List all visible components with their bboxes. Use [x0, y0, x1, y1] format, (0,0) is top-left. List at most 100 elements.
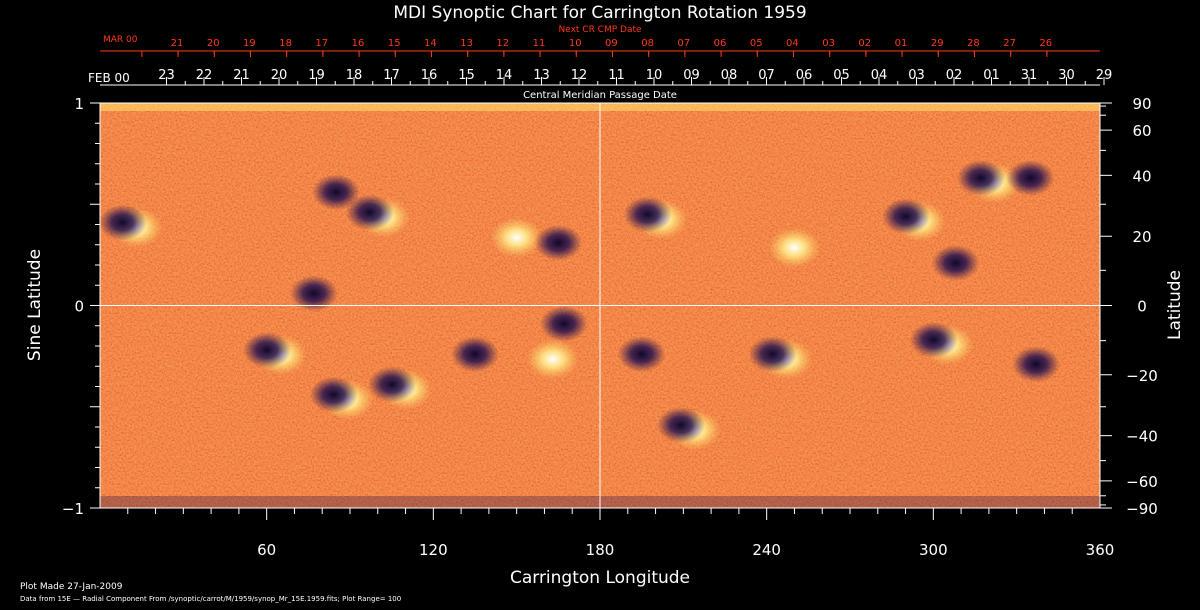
top-axis-2-title: Central Meridian Passage Date — [523, 90, 677, 101]
magnetic-feature — [309, 376, 374, 420]
y-axis-left-label: Sine Latitude — [25, 249, 45, 361]
y-right-tick-label: −40 — [1126, 428, 1158, 446]
magnetic-feature — [312, 174, 361, 211]
top-axis-1-tick-label: 09 — [605, 38, 618, 49]
top-axis-1-tick-label: 11 — [533, 38, 546, 49]
top-axis-2-tick-label: 05 — [833, 68, 850, 83]
y-right-tick-label: 40 — [1132, 167, 1151, 185]
negative-region — [100, 204, 147, 241]
top-axis-2-tick-label: 09 — [683, 68, 700, 83]
negative-region — [539, 305, 588, 342]
top-axis-2-tick-label: 22 — [196, 68, 213, 83]
top-axis-1-tick-label: 20 — [207, 38, 220, 49]
top-axis-2-tick-label: 19 — [308, 68, 325, 83]
top-axis-1-month: MAR 00 — [103, 35, 138, 45]
magnetic-feature — [539, 305, 588, 342]
y-left-tick-label: 1 — [74, 95, 84, 113]
top-axis-1-tick-label: 14 — [424, 38, 437, 49]
footer-plot-made: Plot Made 27-Jan-2009 — [20, 582, 123, 592]
negative-region — [1012, 346, 1061, 383]
negative-region — [956, 159, 1005, 196]
top-axis-1-tick-label: 16 — [352, 38, 365, 49]
magnetic-feature — [243, 332, 307, 376]
y-axis-right-label: Latitude — [1165, 270, 1185, 340]
top-axis-1-tick-label: 08 — [641, 38, 654, 49]
top-axis-2-tick-label: 14 — [496, 68, 513, 83]
negative-region — [534, 224, 583, 261]
magnetic-feature — [1012, 346, 1061, 383]
magnetic-feature — [534, 224, 583, 261]
negative-region — [748, 336, 797, 373]
top-axis-2-tick-label: 02 — [946, 68, 963, 83]
top-axis-2-tick-label: 08 — [721, 68, 738, 83]
top-axis-2-tick-label: 31 — [1021, 68, 1038, 83]
top-axis-1-tick-label: 03 — [822, 38, 835, 49]
negative-region — [931, 245, 980, 281]
y-left-tick-label: −1 — [62, 500, 84, 518]
negative-region — [881, 198, 930, 235]
top-axis-1-tick-label: 10 — [569, 38, 582, 49]
top-axis-2-tick-label: 03 — [908, 68, 925, 83]
x-axis: 60 120 180 240 300 360 — [127, 508, 1115, 559]
top-axis-1-tick-label: 04 — [786, 38, 799, 49]
x-tick-label: 360 — [1086, 541, 1115, 559]
magnetic-feature — [909, 321, 974, 365]
x-tick-label: 240 — [752, 541, 781, 559]
top-axis-2-tick-label: 23 — [158, 68, 175, 83]
positive-region — [490, 217, 543, 258]
top-axis-1-tick-label: 29 — [931, 38, 944, 49]
y-right-tick-label: −90 — [1126, 500, 1158, 518]
top-axis-2-tick-label: 17 — [383, 68, 400, 83]
top-axis-2-tick-label: 18 — [346, 68, 363, 83]
magnetic-features — [100, 159, 1061, 450]
y-right-tick-label: 20 — [1132, 228, 1151, 246]
top-axis-next-cmp: Next CR CMP Date MAR 00 21 20 19 18 17 16 15 14 13… — [100, 25, 1100, 57]
x-tick-label: 60 — [257, 541, 276, 559]
top-axis-1-tick-label: 06 — [714, 38, 727, 49]
y-right-tick-label: −60 — [1126, 473, 1158, 491]
negative-region — [312, 174, 361, 211]
top-axis-1-tick-label: 01 — [895, 38, 908, 49]
magnetic-feature — [368, 366, 432, 410]
positive-region — [768, 227, 821, 268]
top-axis-2-tick-label: 04 — [871, 68, 888, 83]
top-axis-2-tick-label: 11 — [608, 68, 625, 83]
top-axis-2-tick-label: 12 — [571, 68, 588, 83]
negative-region — [909, 321, 958, 358]
magnetic-feature — [623, 196, 688, 240]
chart-title: MDI Synoptic Chart for Carrington Rotati… — [393, 3, 806, 23]
top-axis-1-tick-label: 26 — [1039, 38, 1052, 49]
magnetic-feature — [289, 275, 338, 312]
top-axis-2-tick-label: 13 — [533, 68, 550, 83]
negative-region — [243, 332, 291, 369]
magnetic-feature — [345, 194, 410, 238]
magnetic-feature — [768, 227, 821, 268]
positive-region — [526, 339, 579, 380]
top-axis-1-tick-label: 17 — [315, 38, 328, 49]
negative-region — [451, 336, 499, 373]
y-left-tick-label: 0 — [74, 298, 84, 316]
magnetic-feature — [748, 336, 813, 380]
footer-data-source: Data from 15E — Radial Component From /s… — [20, 595, 401, 603]
y-right-tick-label: 0 — [1137, 298, 1147, 316]
y-right-tick-label: −20 — [1126, 367, 1158, 385]
top-axis-1-tick-label: 15 — [388, 38, 401, 49]
y-right-tick-label: 60 — [1132, 122, 1151, 140]
top-axis-1-title: Next CR CMP Date — [558, 25, 642, 35]
negative-region — [309, 376, 358, 413]
magnetic-feature — [100, 204, 163, 248]
negative-region — [368, 366, 416, 403]
x-tick-label: 180 — [586, 541, 615, 559]
x-tick-label: 120 — [419, 541, 448, 559]
top-axis-1-tick-label: 02 — [858, 38, 871, 49]
top-axis-1-tick-label: 21 — [171, 38, 184, 49]
top-axis-2-tick-label: 30 — [1058, 68, 1075, 83]
magnetic-feature — [931, 245, 980, 281]
magnetic-feature — [617, 336, 666, 373]
negative-region — [617, 336, 666, 373]
x-axis-label: Carrington Longitude — [510, 568, 690, 588]
top-axis-2-month: FEB 00 — [88, 71, 130, 85]
x-tick-label: 300 — [919, 541, 948, 559]
magnetic-feature — [451, 336, 499, 373]
